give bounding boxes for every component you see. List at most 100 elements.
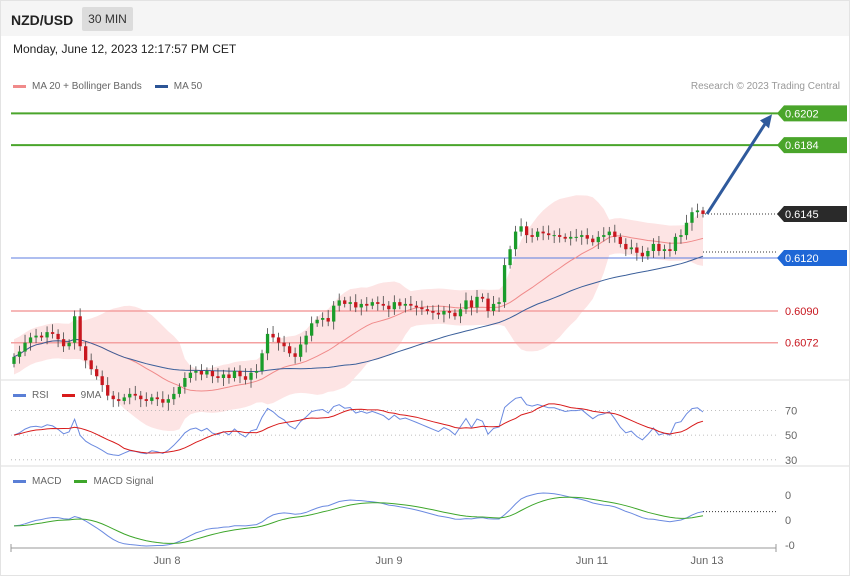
candle-body (271, 333, 275, 338)
candle-body (602, 235, 606, 237)
candle-body (673, 236, 678, 251)
candle-body (629, 247, 633, 250)
candle-body (354, 302, 358, 308)
candle-body (541, 231, 545, 234)
candle-body (447, 310, 452, 313)
candle-body (436, 312, 441, 315)
candle-body (78, 316, 82, 347)
candle-body (376, 302, 380, 304)
candle-body (144, 399, 148, 401)
candle-body (45, 332, 49, 338)
candle-body (508, 249, 512, 266)
candle-body (359, 303, 363, 308)
candle-body (580, 235, 584, 237)
candle-body (657, 243, 661, 251)
candle-body (574, 236, 578, 238)
candle-body (177, 386, 182, 394)
candle-body (155, 397, 159, 400)
candle-body (497, 302, 501, 304)
candle-body (117, 399, 121, 401)
candle-body (34, 335, 38, 338)
candle-body (524, 226, 529, 236)
pivot-tag-label: 0.6120 (785, 253, 819, 265)
rsi-panel: 70 50 30 (11, 396, 797, 467)
candle-body (183, 378, 187, 387)
candle-body (414, 305, 419, 308)
macd-signal-line (13, 496, 704, 544)
candle-body (133, 393, 137, 396)
rsi-legend: RSI 9MA (13, 390, 114, 401)
candle-body (161, 399, 165, 403)
ma50-line (13, 255, 704, 372)
macd-tick-label: 0 (785, 515, 791, 527)
candle-body (276, 337, 281, 343)
candle-body (337, 300, 341, 306)
candle-body (122, 397, 126, 401)
rsi-tick-label: 70 (785, 405, 797, 417)
rsi-ma-legend-swatch (61, 394, 75, 397)
candle-body (67, 342, 71, 347)
timeframe-badge[interactable]: 30 MIN (82, 7, 133, 31)
candle-body (111, 395, 115, 400)
candle-body (12, 356, 16, 364)
candle-body (265, 333, 270, 354)
candle-body (651, 243, 656, 251)
candles (12, 203, 705, 411)
candle-body (326, 318, 330, 322)
ma20-legend-swatch (13, 85, 26, 88)
candle-body (392, 302, 396, 310)
candle-body (166, 399, 170, 403)
candle-body (309, 323, 314, 336)
x-tick-label: Jun 9 (376, 555, 403, 567)
x-tick-label: Jun 11 (576, 555, 608, 567)
candle-body (701, 210, 705, 214)
candle-body (513, 231, 518, 250)
candle-body (695, 210, 700, 213)
candle-body (458, 309, 463, 317)
candle-body (618, 236, 622, 244)
candle-body (56, 333, 60, 340)
candle-body (552, 235, 556, 237)
macd-legend-label: MACD (32, 476, 62, 487)
candle-body (679, 235, 683, 237)
candle-body (249, 372, 253, 380)
candle-body (646, 250, 650, 257)
resistance-tag-label: 0.6202 (785, 108, 819, 120)
candle-body (607, 231, 611, 236)
candle-body (453, 312, 457, 317)
macd-divider (1, 465, 849, 467)
candle-body (469, 300, 474, 308)
candle-body (502, 265, 507, 303)
candle-body (188, 372, 193, 378)
resistance-tag (777, 137, 847, 154)
price-levels (11, 112, 778, 344)
candle-body (282, 342, 286, 347)
price-legend: MA 20 + Bollinger Bands MA 50 (13, 81, 215, 92)
macd-legend: MACD MACD Signal (13, 476, 166, 487)
candle-body (194, 370, 198, 373)
candle-body (585, 235, 589, 239)
candle-body (475, 296, 479, 308)
candle-body (535, 231, 540, 237)
candle-body (332, 305, 336, 322)
candle-body (591, 238, 595, 243)
resistance-tag-label: 0.6184 (785, 140, 819, 152)
copyright-text: Research © 2023 Trading Central (690, 81, 840, 92)
candle-body (480, 296, 485, 299)
macd-tick-label: 0 (785, 490, 791, 502)
macd-panel: 0 0 -0 (13, 490, 795, 552)
candle-body (684, 222, 689, 236)
rsi-tick-label: 50 (785, 430, 797, 442)
macd-tick-label: -0 (785, 540, 795, 552)
candle-body (172, 393, 176, 400)
macd-signal-legend-swatch (74, 480, 88, 483)
support-tag-label: 0.6090 (785, 306, 819, 318)
rsi-tick-label: 30 (785, 455, 797, 467)
candle-body (23, 342, 27, 352)
last-price-tag-label: 0.6145 (785, 209, 819, 221)
candle-body (640, 252, 645, 257)
macd-signal-legend-label: MACD Signal (93, 476, 154, 487)
candle-body (216, 376, 220, 378)
symbol-title: NZD/USD (11, 12, 74, 28)
